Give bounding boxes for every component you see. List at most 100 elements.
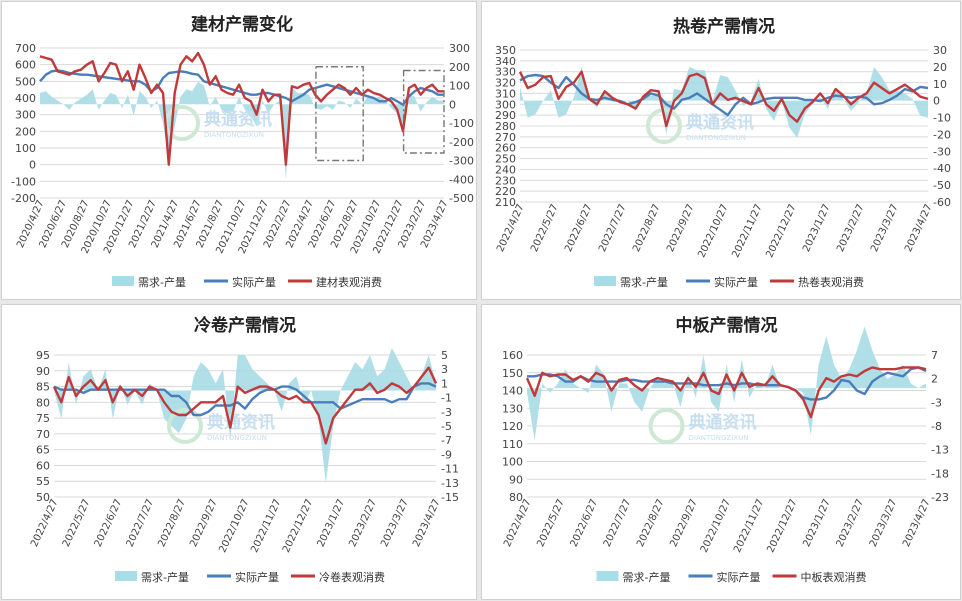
legend-label-diff: 需求-产量 xyxy=(141,570,189,584)
y2-tick-label: -5 xyxy=(441,420,452,433)
x-tick-label: 2022/7/27 xyxy=(602,498,634,549)
y-tick-label: 80 xyxy=(36,396,50,409)
y2-tick-label: -11 xyxy=(441,463,459,476)
x-tick-label: 2023/4/27 xyxy=(901,498,933,549)
legend-label-diff: 需求-产量 xyxy=(138,275,186,289)
x-tick-label: 2023/1/27 xyxy=(801,498,833,549)
x-tick-label: 2022/10/27 xyxy=(699,498,733,555)
y2-tick-label: -200 xyxy=(449,136,474,149)
legend-label-consumption: 中板表观消费 xyxy=(801,570,867,584)
x-tick-label: 2023/4/27 xyxy=(411,498,443,549)
y2-tick-label: -7 xyxy=(441,434,452,447)
y2-tick-label: -40 xyxy=(933,162,951,175)
x-tick-label: 2022/4/27 xyxy=(495,203,527,254)
y-tick-label: 200 xyxy=(15,125,36,138)
legend-label-diff: 需求-产量 xyxy=(620,275,668,289)
y-tick-label: 70 xyxy=(36,428,50,441)
x-tick-label: 2022/8/27 xyxy=(635,498,667,549)
chart-title: 建材产需变化 xyxy=(191,14,293,35)
chart-title: 中板产需情况 xyxy=(676,315,778,336)
x-tick-label: 2022/5/27 xyxy=(529,203,561,254)
x-tick-label: 2023/1/27 xyxy=(316,498,348,549)
legend-label-consumption: 热卷表观消费 xyxy=(798,275,864,289)
chart-medium-plate: 中板产需情况 80 90 100 110 120 130 140 150 160 -23 -18 -13… xyxy=(502,315,949,584)
y2-tick-label: 0 xyxy=(449,98,456,111)
x-tick-label: 2023/3/27 xyxy=(869,203,901,254)
y2-tick-label: 7 xyxy=(931,349,938,362)
y2-tick-label: -500 xyxy=(449,192,474,205)
chart-cold-rolled: 冷卷产需情况50556065707580859095-15-13-11-9-7-… xyxy=(29,315,459,584)
y2-tick-label: 300 xyxy=(449,42,470,55)
x-tick-label: 2022/10/27 xyxy=(696,203,730,260)
x-tick-label: 2022/5/27 xyxy=(61,498,93,549)
chart-panel-hot-rolled: 热卷产需情况 210 220 230 240 250 260 270 280 290 300 310 3… xyxy=(481,1,961,300)
x-tick-label: 2022/7/27 xyxy=(125,498,157,549)
y2-tick-label: -400 xyxy=(449,173,474,186)
watermark-subtext: DIANTONGZIXUN xyxy=(207,434,267,442)
y2-tick-label: 5 xyxy=(441,349,448,362)
y2-tick-label: 200 xyxy=(449,61,470,74)
y-tick-label: 150 xyxy=(502,367,523,380)
x-tick-label: 2023/3/27 xyxy=(379,498,411,549)
chart-panel-medium-plate: 中板产需情况 80 90 100 110 120 130 140 150 160 -23 -18 -13… xyxy=(481,304,961,600)
watermark-text: 典通资讯 xyxy=(207,412,275,433)
y-tick-label: 600 xyxy=(15,59,36,72)
y-tick-label: 60 xyxy=(36,459,50,472)
x-tick-label: 2022/9/27 xyxy=(665,203,697,254)
y-tick-label: 300 xyxy=(15,109,36,122)
y-tick-label: 95 xyxy=(36,349,50,362)
legend-label-production: 实际产量 xyxy=(232,275,276,289)
y-tick-label: 280 xyxy=(495,120,516,133)
y2-tick-label: 1 xyxy=(441,377,448,390)
watermark-logo-icon xyxy=(648,408,685,444)
y2-tick-label: 30 xyxy=(933,44,947,57)
watermark-logo-icon xyxy=(646,108,682,144)
y-tick-label: 140 xyxy=(502,385,523,398)
y-tick-label: -100 xyxy=(11,175,36,188)
y-tick-label: 50 xyxy=(36,491,50,504)
y-tick-label: -200 xyxy=(11,192,36,205)
x-tick-label: 2023/2/27 xyxy=(835,498,867,549)
x-tick-label: 2022/9/27 xyxy=(668,498,700,549)
x-tick-label: 2022/5/27 xyxy=(535,498,567,549)
chart-building-materials: 建材产需变化 -200 -100 0 100 200 300 400 500 600 700 -500… xyxy=(11,14,474,289)
x-tick-label: 2023/3/27 xyxy=(868,498,900,549)
legend-swatch-diff xyxy=(115,571,137,581)
y-tick-label: 270 xyxy=(495,131,516,144)
x-tick-label: 2022/12/27 xyxy=(764,203,798,260)
chart-title: 热卷产需情况 xyxy=(673,16,775,37)
y2-tick-label: -18 xyxy=(931,467,949,480)
y2-tick-label: -13 xyxy=(441,477,459,490)
y2-tick-label: -15 xyxy=(441,491,459,504)
y-tick-label: 85 xyxy=(36,381,50,394)
x-tick-label: 2022/11/27 xyxy=(732,498,766,555)
watermark-subtext: DIANTONGZIXUN xyxy=(204,131,264,139)
y2-tick-label: 0 xyxy=(933,95,940,108)
y-tick-label: 330 xyxy=(495,66,516,79)
legend-label-consumption: 建材表观消费 xyxy=(316,275,382,289)
y2-tick-label: -100 xyxy=(449,117,474,130)
y-tick-label: 310 xyxy=(495,87,516,100)
y-tick-label: 210 xyxy=(495,196,516,209)
y2-tick-label: -20 xyxy=(933,128,951,141)
y-tick-label: 290 xyxy=(495,109,516,122)
x-tick-label: 2022/6/27 xyxy=(569,498,601,549)
x-tick-label: 2022/6/27 xyxy=(93,498,125,549)
watermark-subtext: DIANTONGZIXUN xyxy=(686,134,746,142)
y-tick-label: 110 xyxy=(502,438,523,451)
x-tick-label: 2023/2/27 xyxy=(835,203,867,254)
y2-tick-label: -30 xyxy=(933,145,951,158)
y2-tick-label: 20 xyxy=(933,61,947,74)
highlight-box xyxy=(315,66,364,162)
x-tick-label: 2023/4/27 xyxy=(903,203,935,254)
y2-tick-label: -1 xyxy=(441,392,452,405)
legend-swatch-diff xyxy=(596,571,619,581)
y2-tick-label: -60 xyxy=(933,196,951,209)
legend-label-production: 实际产量 xyxy=(714,275,758,289)
y2-tick-label: 10 xyxy=(933,78,947,91)
chart-hot-rolled: 热卷产需情况2102202302402502602702802903003103… xyxy=(495,16,951,289)
y-tick-label: 120 xyxy=(502,420,523,433)
series-consumption-line xyxy=(518,70,929,128)
y2-tick-label: -50 xyxy=(933,179,951,192)
y2-tick-label: 3 xyxy=(441,363,448,376)
